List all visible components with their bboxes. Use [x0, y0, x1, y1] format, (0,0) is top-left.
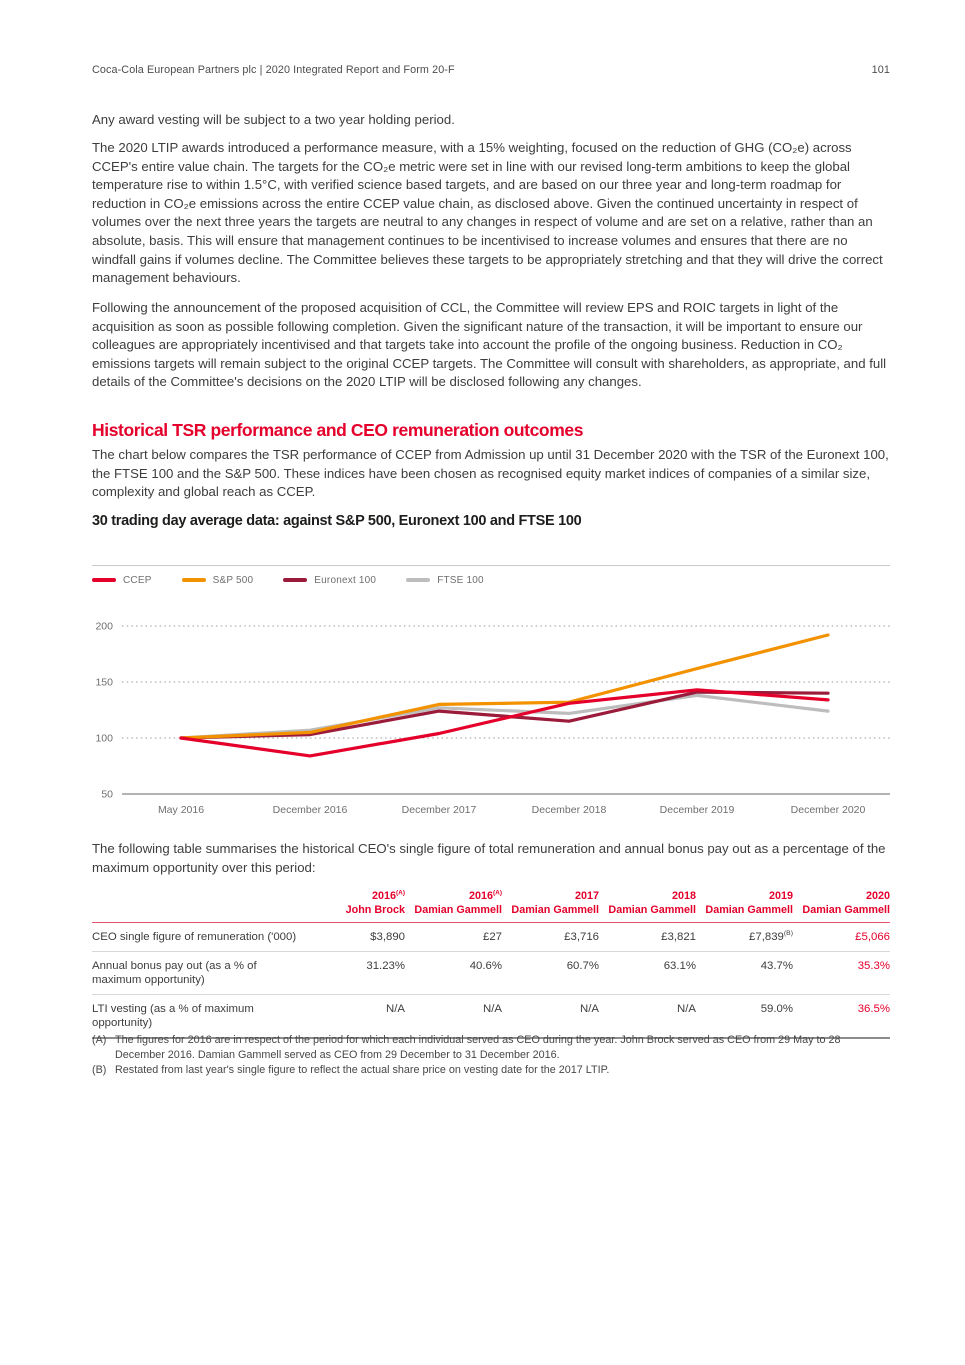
report-title: Coca-Cola European Partners plc | 2020 I… — [92, 64, 455, 76]
value-cell: 36.5% — [793, 994, 890, 1039]
x-axis-tick-label: December 2017 — [402, 804, 477, 816]
legend-item: S&P 500 — [181, 574, 254, 586]
legend-label: FTSE 100 — [437, 574, 484, 586]
paragraph-tsr-intro: The chart below compares the TSR perform… — [92, 447, 889, 500]
legend-item: Euronext 100 — [283, 575, 376, 586]
value-cell: 59.0% — [696, 994, 793, 1039]
value-cell: £3,716 — [502, 922, 599, 952]
legend-item: FTSE 100 — [406, 575, 484, 586]
x-axis-tick-label: December 2018 — [532, 804, 607, 816]
footnote-marker: (B) — [92, 1063, 107, 1076]
table-header-cell: 2018 Damian Gammell — [608, 890, 696, 916]
page-number: 101 — [871, 64, 890, 76]
paragraph-table-intro: The following table summarises the histo… — [92, 841, 886, 875]
table-row: Annual bonus pay out (as a % of maximum … — [92, 951, 890, 995]
y-axis-tick-label: 100 — [95, 733, 113, 745]
value-cell: N/A — [502, 994, 599, 1039]
paragraph-ltip-awards: The 2020 LTIP awards introduced a perfor… — [92, 140, 883, 286]
paragraph-ccl-acquisition: Following the announcement of the propos… — [92, 300, 887, 390]
table-header-cell: 2016(A) Damian Gammell — [414, 889, 502, 916]
value-cell: 35.3% — [793, 951, 890, 995]
value-cell: £5,066 — [793, 922, 890, 952]
y-axis-tick-label: 150 — [95, 677, 113, 689]
chart-legend: CCEP S&P 500 Euronext 100 FTSE 100 — [92, 573, 890, 587]
table-header-cell-empty — [92, 890, 308, 923]
value-cell: 60.7% — [502, 951, 599, 995]
legend-item: CCEP — [92, 575, 152, 586]
series-line-ftse-100 — [179, 693, 830, 740]
legend-swatch — [283, 578, 308, 582]
legend-swatch — [406, 578, 431, 582]
value-cell: 63.1% — [599, 951, 696, 995]
y-axis-tick-label: 50 — [101, 789, 113, 801]
x-axis-tick-label: December 2020 — [791, 804, 866, 816]
value-cell: £3,821 — [599, 922, 696, 952]
table-header-row: 2016(A) John Brock 2016(A) Damian Gammell 20… — [92, 890, 890, 923]
x-axis-tick-label: December 2019 — [660, 804, 735, 816]
x-axis-tick-label: May 2016 — [158, 804, 204, 816]
legend-label: S&P 500 — [212, 574, 254, 586]
footnote-ref: (B) — [783, 930, 793, 938]
value-cell: N/A — [308, 994, 405, 1039]
row-label: LTI vesting (as a % of maximum opportuni… — [92, 994, 308, 1039]
value-cell: $3,890 — [308, 922, 405, 952]
footnote-ref: (A) — [396, 889, 405, 897]
chart-title: 30 trading day average data: against S&P… — [92, 513, 582, 529]
table-header-cell: 2020 Damian Gammell — [802, 890, 890, 916]
footnote-b: (B) Restated from last year's single fig… — [92, 1063, 890, 1078]
value-cell: 43.7% — [696, 951, 793, 995]
table-row: LTI vesting (as a % of maximum opportuni… — [92, 994, 890, 1039]
row-label: CEO single figure of remuneration ('000) — [92, 922, 308, 952]
footnote-a: (A) The figures for 2016 are in respect … — [92, 1033, 890, 1063]
legend-label: CCEP — [123, 574, 152, 586]
table-row: CEO single figure of remuneration ('000)… — [92, 922, 890, 952]
series-line-s-p-500 — [179, 633, 830, 740]
legend-swatch — [92, 578, 116, 582]
footnote-text: Restated from last year's single figure … — [115, 1063, 610, 1076]
series-line-ccep — [179, 688, 830, 758]
footnote-ref: (A) — [493, 889, 502, 897]
value-cell: £27 — [405, 922, 502, 952]
legend-label: Euronext 100 — [314, 574, 377, 586]
x-axis-tick-label: December 2016 — [273, 804, 348, 816]
value-cell: 31.23% — [308, 951, 405, 995]
row-label: Annual bonus pay out (as a % of maximum … — [92, 951, 308, 995]
value-cell: N/A — [599, 994, 696, 1039]
y-axis-tick-label: 200 — [95, 621, 113, 633]
value-cell: 40.6% — [405, 951, 502, 995]
remuneration-table: 2016(A) John Brock 2016(A) Damian Gammell 20… — [92, 890, 890, 1039]
divider-line — [92, 565, 890, 566]
value-cell: N/A — [405, 994, 502, 1039]
table-header-cell: 2017 Damian Gammell — [511, 890, 599, 916]
page-header: Coca-Cola European Partners plc | 2020 I… — [92, 64, 890, 76]
footnotes: (A) The figures for 2016 are in respect … — [92, 1033, 890, 1077]
footnote-marker: (A) — [92, 1034, 107, 1046]
footnote-text: The figures for 2016 are in respect of t… — [115, 1034, 841, 1061]
value-cell: £7,839(B) — [696, 922, 793, 952]
paragraph-holding-period: Any award vesting will be subject to a t… — [92, 112, 455, 127]
table-header-cell: 2019 Damian Gammell — [705, 890, 793, 916]
table-header-cell: 2016(A) John Brock — [345, 889, 405, 916]
tsr-line-chart: 200 150 100 50 May 2016 December 2016 December… — [95, 621, 890, 816]
section-heading-tsr: Historical TSR performance and CEO remun… — [92, 420, 584, 440]
ceo-remuneration-table: 2016(A) John Brock 2016(A) Damian Gammell 20… — [92, 890, 890, 1039]
legend-swatch — [181, 578, 206, 582]
